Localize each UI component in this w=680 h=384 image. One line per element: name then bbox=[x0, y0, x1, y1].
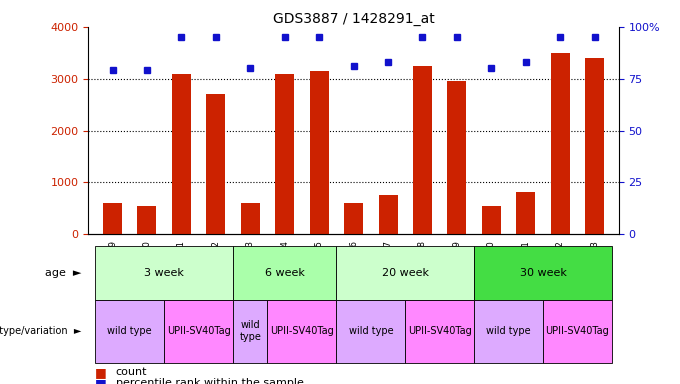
Text: age  ►: age ► bbox=[46, 268, 82, 278]
Text: wild type: wild type bbox=[486, 326, 531, 336]
Bar bbox=[543, 300, 612, 363]
Bar bbox=[95, 300, 164, 363]
Bar bbox=[413, 66, 432, 234]
Bar bbox=[337, 246, 474, 300]
Bar bbox=[379, 195, 398, 234]
Text: 20 week: 20 week bbox=[381, 268, 429, 278]
Bar bbox=[551, 53, 570, 234]
Bar bbox=[137, 206, 156, 234]
Bar bbox=[95, 246, 233, 300]
Text: UPII-SV40Tag: UPII-SV40Tag bbox=[270, 326, 334, 336]
Bar bbox=[516, 192, 535, 234]
Text: percentile rank within the sample: percentile rank within the sample bbox=[116, 378, 303, 384]
Bar bbox=[275, 74, 294, 234]
Text: UPII-SV40Tag: UPII-SV40Tag bbox=[408, 326, 471, 336]
Text: ■: ■ bbox=[95, 366, 111, 379]
Text: 6 week: 6 week bbox=[265, 268, 305, 278]
Text: count: count bbox=[116, 367, 147, 377]
Bar bbox=[233, 300, 267, 363]
Text: UPII-SV40Tag: UPII-SV40Tag bbox=[167, 326, 231, 336]
Text: genotype/variation  ►: genotype/variation ► bbox=[0, 326, 82, 336]
Bar bbox=[233, 246, 337, 300]
Text: 3 week: 3 week bbox=[144, 268, 184, 278]
Text: UPII-SV40Tag: UPII-SV40Tag bbox=[545, 326, 609, 336]
Text: 30 week: 30 week bbox=[520, 268, 566, 278]
Bar bbox=[474, 300, 543, 363]
Bar bbox=[267, 300, 337, 363]
Bar bbox=[447, 81, 466, 234]
Text: wild
type: wild type bbox=[239, 320, 261, 342]
Bar bbox=[474, 246, 612, 300]
Text: wild type: wild type bbox=[349, 326, 393, 336]
Bar bbox=[164, 300, 233, 363]
Bar bbox=[585, 58, 604, 234]
Bar bbox=[103, 203, 122, 234]
Bar bbox=[482, 206, 501, 234]
Bar bbox=[344, 203, 363, 234]
Title: GDS3887 / 1428291_at: GDS3887 / 1428291_at bbox=[273, 12, 435, 26]
Text: wild type: wild type bbox=[107, 326, 152, 336]
Bar bbox=[241, 203, 260, 234]
Bar bbox=[206, 94, 225, 234]
Bar bbox=[172, 74, 191, 234]
Text: ■: ■ bbox=[95, 377, 111, 384]
Bar bbox=[405, 300, 474, 363]
Bar bbox=[309, 71, 328, 234]
Bar bbox=[337, 300, 405, 363]
